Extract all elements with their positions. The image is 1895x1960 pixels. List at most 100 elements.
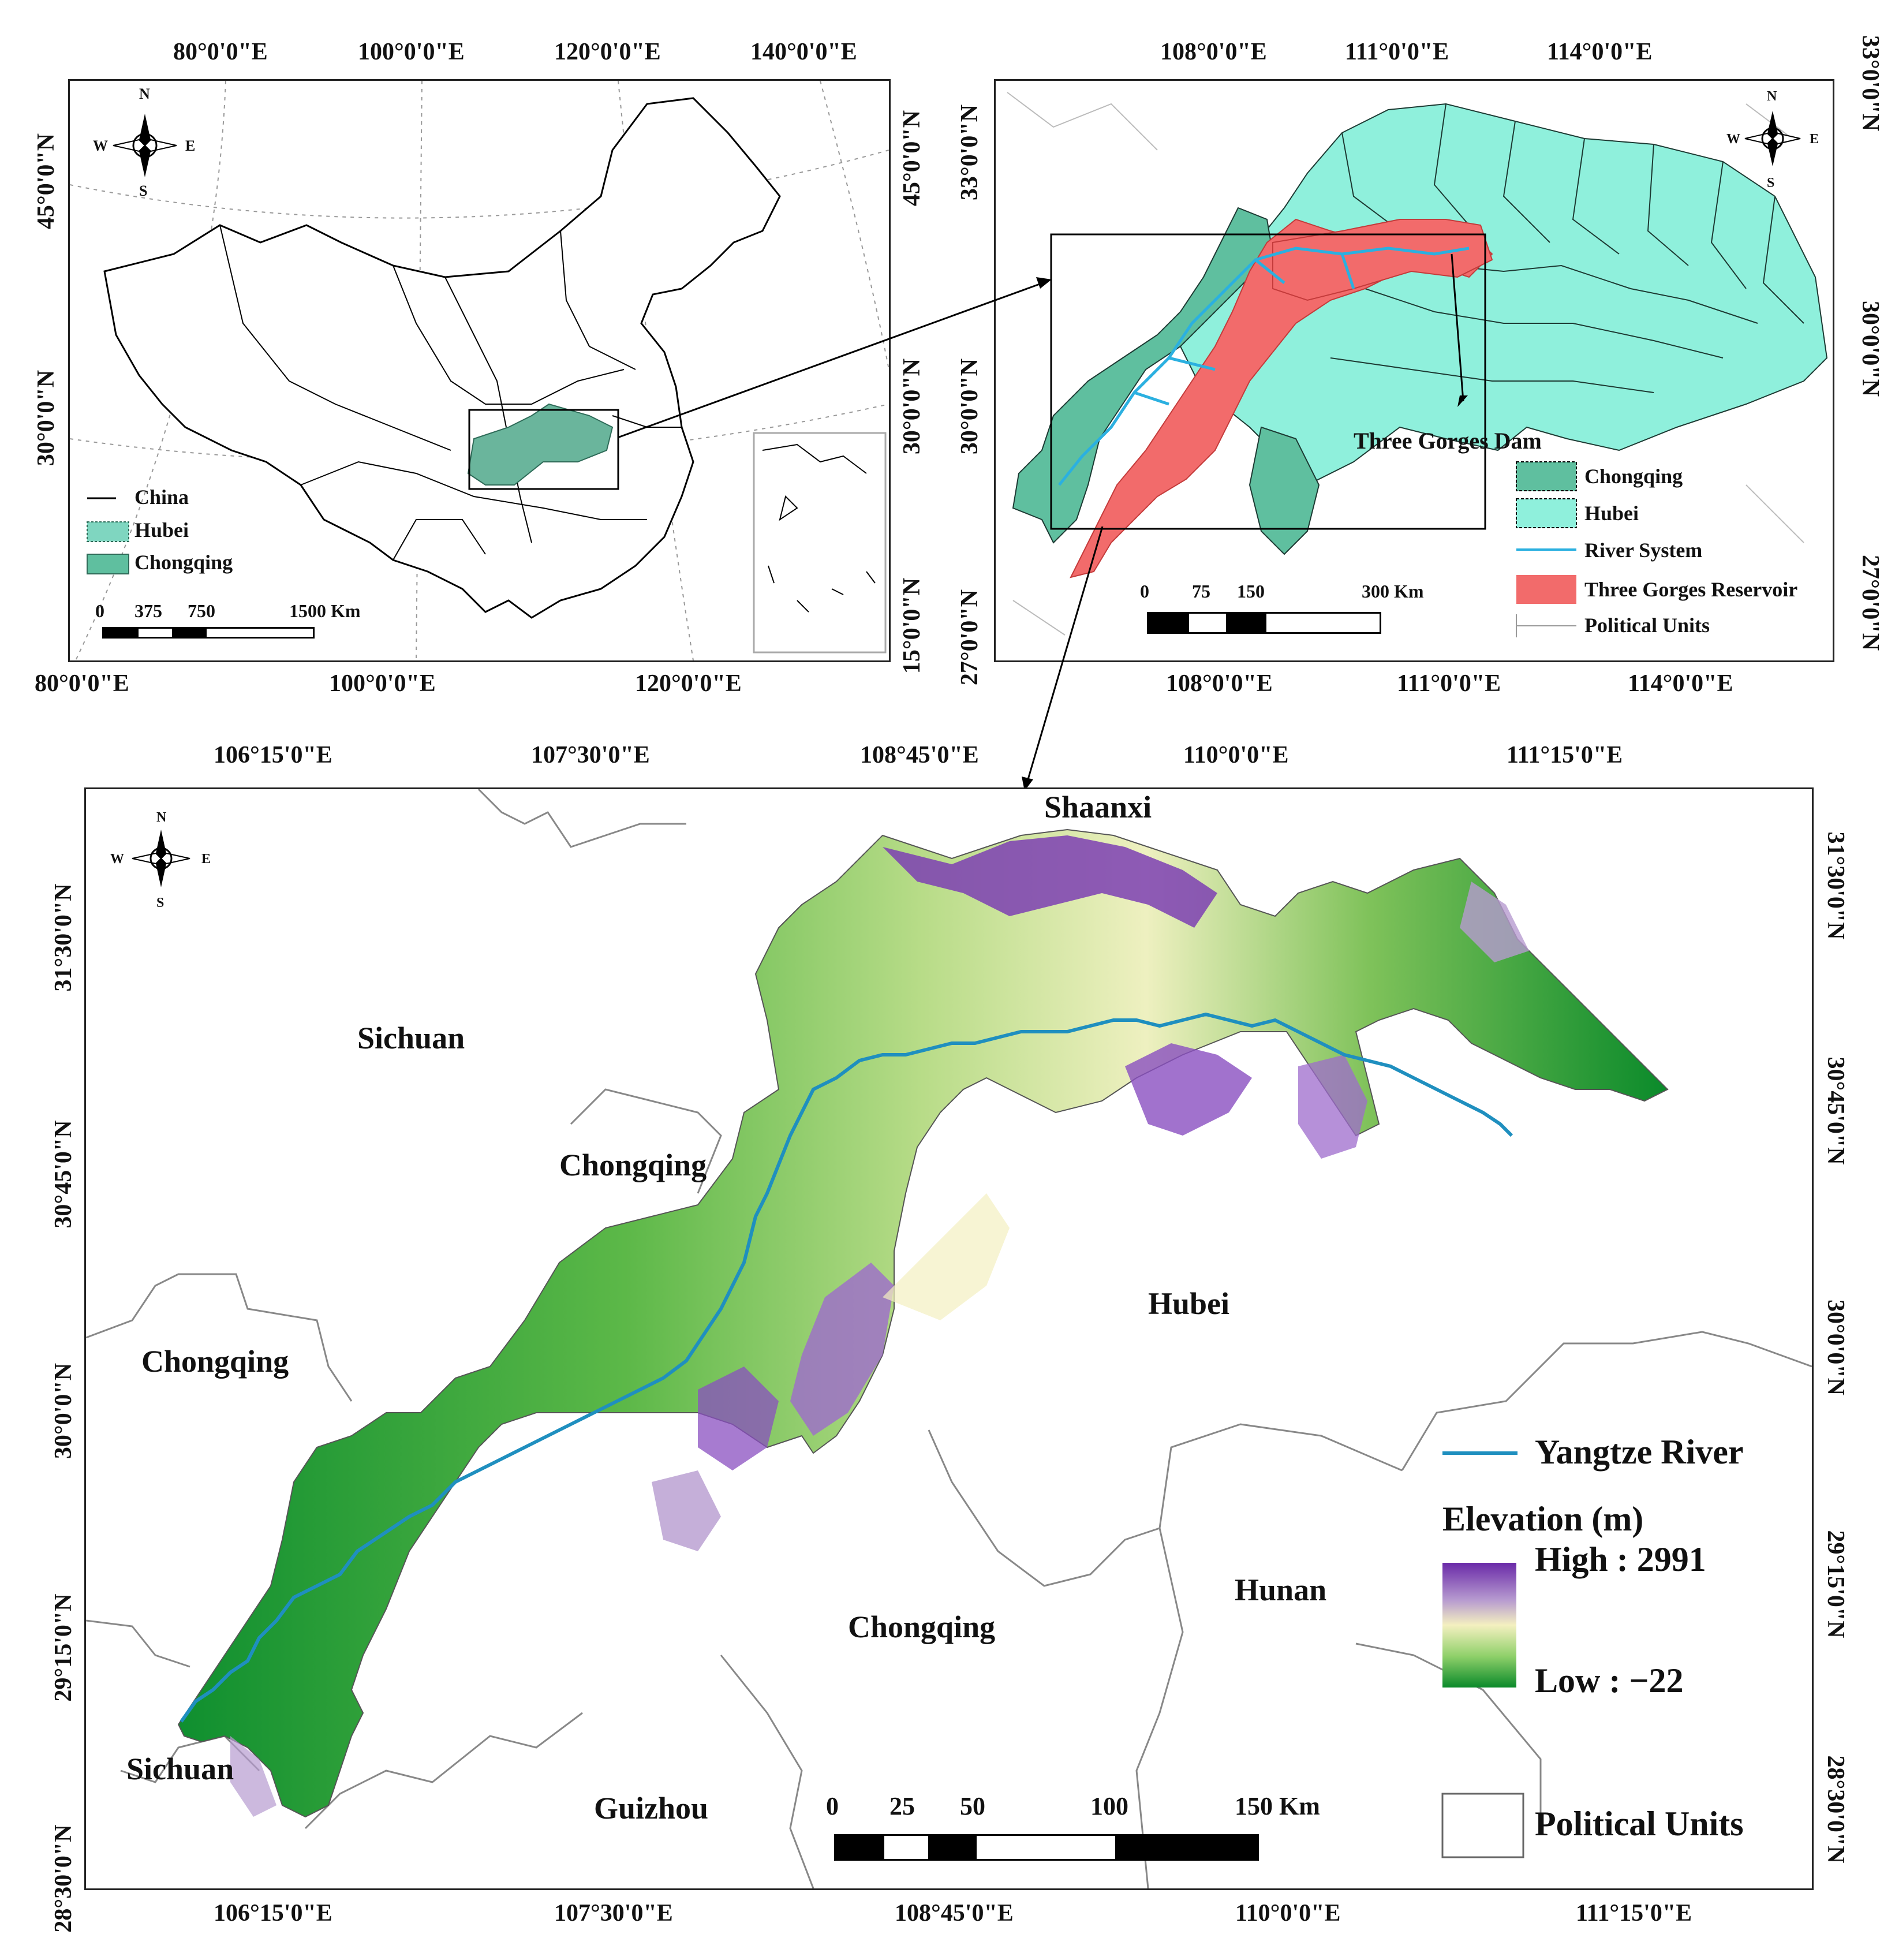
map3-right-tick-4: 28°30'0"N xyxy=(1822,1755,1849,1864)
scale-label-1: 75 xyxy=(1192,581,1210,602)
map2-top-tick-1: 111°0'0"E xyxy=(1345,39,1449,65)
compass-w-label: W xyxy=(93,137,108,154)
map3-left-tick-0: 31°30'0"N xyxy=(50,883,77,992)
map3-bottom-tick-0: 106°15'0"E xyxy=(214,1900,332,1927)
compass-n-label: N xyxy=(156,810,167,825)
scale-label-2: 150 xyxy=(1237,581,1265,602)
china-map-graphic xyxy=(70,81,889,660)
map2-left-tick-1: 30°0'0"N xyxy=(956,358,983,455)
map2-right-tick-2: 27°0'0"N xyxy=(1857,554,1883,651)
hubei-chongqing-map: N S W E Three Gorges Dam Chongqing Hubei… xyxy=(994,79,1834,662)
map1-left-tick-0: 45°0'0"N xyxy=(33,133,59,230)
map3-top-tick-0: 106°15'0"E xyxy=(214,742,332,768)
legend-elevation-high: High : 2991 xyxy=(1535,1540,1706,1578)
scale-bar xyxy=(1147,612,1381,634)
map2-top-tick-0: 108°0'0"E xyxy=(1160,39,1267,65)
scale-label-1: 25 xyxy=(889,1792,915,1820)
scale-label-0: 0 xyxy=(1140,581,1149,602)
north-arrow-icon xyxy=(113,114,177,177)
map2-left-tick-2: 27°0'0"N xyxy=(956,589,983,686)
map3-right-tick-0: 31°30'0"N xyxy=(1822,831,1849,940)
china-overview-map: N S W E China Hubei Chongqing 0 375 750 … xyxy=(68,79,891,662)
map1-left-tick-1: 30°0'0"N xyxy=(33,369,59,466)
scale-label-4: 150 Km xyxy=(1235,1792,1320,1820)
scale-label-1: 375 xyxy=(134,600,162,621)
place-hubei: Hubei xyxy=(1148,1286,1230,1321)
scale-label-2: 50 xyxy=(960,1792,985,1820)
legend-river-label: Yangtze River xyxy=(1535,1433,1744,1471)
map2-top-tick-2: 114°0'0"E xyxy=(1547,39,1653,65)
map1-right-tick-2: 15°0'0"N xyxy=(899,577,925,674)
compass-n-label: N xyxy=(1767,89,1777,104)
scale-bar xyxy=(834,1834,1259,1861)
compass-w-label: W xyxy=(110,852,124,867)
north-arrow-icon xyxy=(132,830,190,887)
map3-bottom-tick-1: 107°30'0"E xyxy=(554,1900,673,1927)
map1-bottom-tick-2: 120°0'0"E xyxy=(635,670,742,697)
map2-bottom-tick-1: 111°0'0"E xyxy=(1397,670,1501,697)
legend-chongqing-label: Chongqing xyxy=(134,551,233,574)
map2-left-tick-0: 33°0'0"N xyxy=(956,104,983,201)
map3-left-tick-3: 29°15'0"N xyxy=(50,1593,77,1702)
map1-top-tick-1: 100°0'0"E xyxy=(358,39,465,65)
legend-elevation-low: Low : −22 xyxy=(1535,1662,1684,1700)
map1-top-tick-0: 80°0'0"E xyxy=(173,39,268,65)
map3-top-tick-3: 110°0'0"E xyxy=(1183,742,1289,768)
compass-w-label: W xyxy=(1726,132,1740,147)
compass-s-label: S xyxy=(139,182,148,199)
map3-left-tick-2: 30°0'0"N xyxy=(50,1362,77,1459)
legend-china-label: China xyxy=(134,486,189,509)
study-area-box xyxy=(1050,233,1486,530)
place-sichuan-south: Sichuan xyxy=(126,1752,234,1786)
place-hunan: Hunan xyxy=(1235,1573,1327,1607)
map1-bottom-tick-1: 100°0'0"E xyxy=(329,670,436,697)
scale-label-2: 750 xyxy=(188,600,215,621)
legend-chongqing-label: Chongqing xyxy=(1584,465,1683,488)
hubei-region xyxy=(1179,103,1828,486)
map3-top-tick-1: 107°30'0"E xyxy=(531,742,650,768)
elevation-map-graphic xyxy=(86,789,1812,1888)
legend-political-label: Political Units xyxy=(1584,614,1710,637)
legend-hubei-label: Hubei xyxy=(1584,502,1639,525)
map1-bottom-tick-0: 80°0'0"E xyxy=(35,670,129,697)
compass-s-label: S xyxy=(1767,176,1775,191)
compass-e-label: E xyxy=(1810,132,1819,147)
compass-n-label: N xyxy=(139,85,150,102)
place-sichuan-north: Sichuan xyxy=(357,1021,465,1055)
map3-top-tick-4: 111°15'0"E xyxy=(1507,742,1623,768)
map2-right-tick-1: 30°0'0"N xyxy=(1857,300,1883,397)
china-outline xyxy=(103,97,781,619)
place-chongqing-west: Chongqing xyxy=(141,1344,289,1379)
map3-right-tick-3: 29°15'0"N xyxy=(1822,1530,1849,1638)
place-guizhou: Guizhou xyxy=(594,1791,709,1825)
place-shaanxi: Shaanxi xyxy=(1044,790,1152,824)
elevation-ramp xyxy=(1442,1563,1516,1688)
legend-river-label: River System xyxy=(1584,539,1703,562)
compass-s-label: S xyxy=(156,895,165,910)
dam-label: Three Gorges Dam xyxy=(1354,428,1542,454)
map2-bottom-tick-0: 108°0'0"E xyxy=(1166,670,1273,697)
scale-label-3: 1500 Km xyxy=(289,600,361,621)
legend-reservoir-label: Three Gorges Reservoir xyxy=(1584,578,1798,601)
river-system xyxy=(1058,247,1470,486)
scale-label-3: 100 xyxy=(1090,1792,1128,1820)
map2-right-tick-0: 33°0'0"N xyxy=(1857,35,1883,132)
region-map-graphic xyxy=(1007,92,1828,637)
map1-right-tick-0: 45°0'0"N xyxy=(899,110,925,207)
map3-bottom-tick-2: 108°45'0"E xyxy=(895,1900,1014,1927)
map3-top-tick-2: 108°45'0"E xyxy=(860,742,979,768)
scale-label-3: 300 Km xyxy=(1362,581,1424,602)
scale-label-0: 0 xyxy=(95,600,104,621)
elevation-raster xyxy=(177,828,1669,1818)
map3-bottom-tick-4: 111°15'0"E xyxy=(1576,1900,1692,1927)
yangtze-river xyxy=(180,1012,1513,1723)
map3-left-tick-4: 28°30'0"N xyxy=(50,1824,77,1933)
map3-bottom-tick-3: 110°0'0"E xyxy=(1235,1900,1341,1927)
map1-top-tick-3: 140°0'0"E xyxy=(750,39,857,65)
map1-top-tick-2: 120°0'0"E xyxy=(554,39,661,65)
map1-right-tick-1: 30°0'0"N xyxy=(899,358,925,455)
elevation-map: N S W E Shaanxi Sichuan Chongqing Chongq… xyxy=(84,787,1814,1890)
study-area-box xyxy=(468,409,619,490)
place-chongqing-south: Chongqing xyxy=(848,1610,996,1644)
map3-right-tick-2: 30°0'0"N xyxy=(1822,1299,1849,1396)
